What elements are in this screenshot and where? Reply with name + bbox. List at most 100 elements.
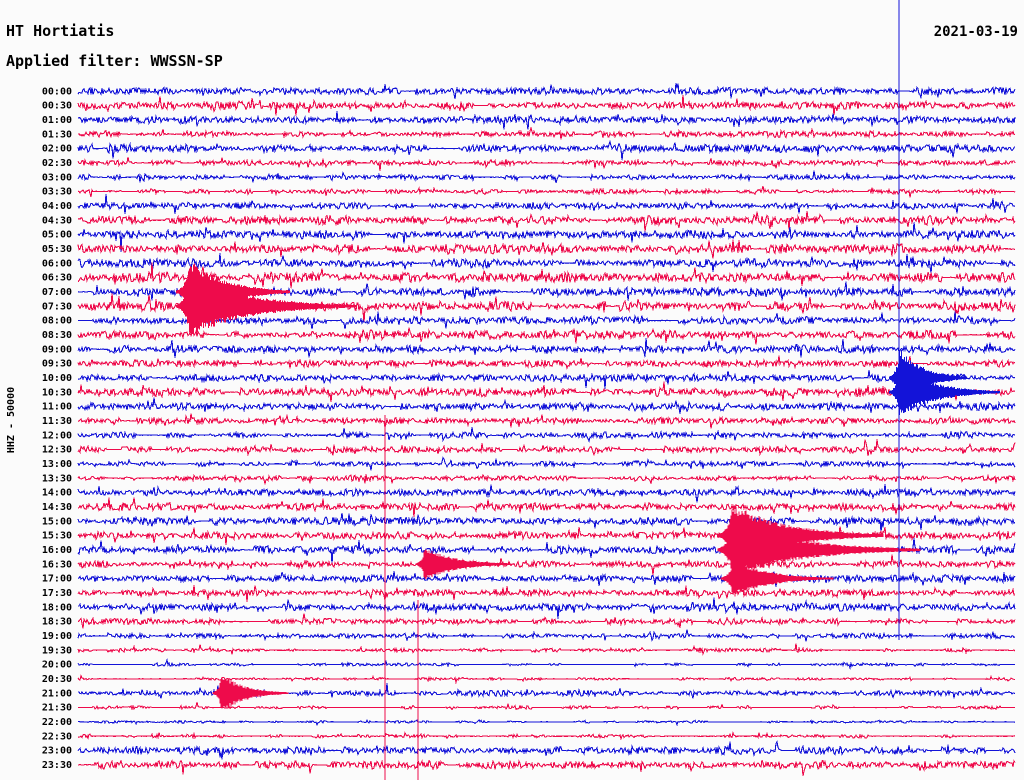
- seismic-trace-row: [77, 262, 1016, 289]
- seismic-trace-row: [77, 758, 1016, 776]
- time-tick-label: 23:00: [42, 746, 72, 757]
- time-tick-label: 21:30: [42, 703, 72, 714]
- time-tick-label: 14:30: [42, 502, 72, 513]
- time-tick-label: 11:30: [42, 416, 72, 427]
- seismic-trace-row: [77, 82, 1016, 100]
- time-tick-label: 20:00: [42, 660, 72, 671]
- time-tick-label: 01:00: [42, 115, 72, 126]
- seismic-trace-row: [77, 364, 1016, 389]
- time-tick-label: 06:00: [42, 258, 72, 269]
- seismic-trace-row: [77, 473, 1016, 486]
- seismic-event-burst: [717, 524, 921, 576]
- time-tick-label: 13:30: [42, 473, 72, 484]
- seismic-trace-row: [77, 355, 1016, 370]
- time-tick-label: 17:00: [42, 574, 72, 585]
- seismic-trace-row: [77, 554, 1016, 576]
- time-tick-label: 14:00: [42, 488, 72, 499]
- time-tick-label: 10:30: [42, 387, 72, 398]
- time-tick-label: 18:00: [42, 602, 72, 613]
- time-tick-label: 09:00: [42, 344, 72, 355]
- seismic-trace-row: [77, 157, 1016, 172]
- time-tick-label: 02:30: [42, 158, 72, 169]
- seismic-trace-row: [77, 139, 1016, 161]
- time-tick-label: 02:00: [42, 144, 72, 155]
- time-tick-label: 05:30: [42, 244, 72, 255]
- seismic-trace-row: [77, 427, 1016, 444]
- time-tick-label: 12:30: [42, 445, 72, 456]
- time-tick-label: 03:30: [42, 187, 72, 198]
- time-tick-label: 15:30: [42, 531, 72, 542]
- time-tick-label: 15:00: [42, 516, 72, 527]
- time-tick-label: 06:30: [42, 273, 72, 284]
- seismic-trace-row: [77, 222, 1016, 253]
- time-tick-label: 20:30: [42, 674, 72, 685]
- seismic-trace-row: [77, 170, 1016, 184]
- seismic-trace-row: [77, 613, 1016, 629]
- time-tick-label: 07:00: [42, 287, 72, 298]
- seismic-trace-row: [77, 253, 1016, 273]
- seismic-trace-row: [77, 337, 1016, 358]
- seismic-event-burst: [175, 276, 358, 336]
- date-label: 2021-03-19: [934, 24, 1018, 40]
- seismic-trace-row: [77, 456, 1016, 471]
- time-tick-label: 00:00: [42, 86, 72, 97]
- seismic-trace-row: [77, 126, 1016, 140]
- seismic-trace-row: [77, 327, 1016, 345]
- seismic-event-burst: [720, 560, 834, 597]
- seismic-event-burst: [888, 369, 1001, 415]
- time-tick-label: 08:30: [42, 330, 72, 341]
- time-tick-label: 22:00: [42, 717, 72, 728]
- time-tick-labels: 00:00 00:30 01:00 01:30 02:00 02:30 03:00 03:30…: [42, 86, 72, 771]
- seismic-trace-row: [78, 702, 1016, 711]
- seismic-trace-row: [77, 629, 1016, 642]
- time-tick-label: 07:30: [42, 301, 72, 312]
- seismic-trace-row: [77, 111, 1016, 130]
- seismic-trace-row: [77, 570, 1016, 587]
- time-marker-group: [384, 0, 900, 780]
- seismic-trace-row: [77, 381, 1016, 403]
- seismic-trace-row: [77, 657, 1016, 671]
- seismic-trace-row: [77, 597, 1016, 620]
- filter-label: Applied filter: WWSSN-SP: [6, 52, 223, 70]
- seismic-trace-row: [77, 522, 1016, 549]
- time-tick-label: 10:00: [42, 373, 72, 384]
- seismic-trace-row: [77, 718, 1016, 727]
- seismic-trace-row: [77, 585, 1015, 602]
- seismic-trace-row: [77, 740, 1016, 760]
- time-tick-label: 01:30: [42, 129, 72, 140]
- time-tick-label: 03:00: [42, 172, 72, 183]
- time-tick-label: 08:00: [42, 316, 72, 327]
- seismic-trace-row: [77, 211, 1016, 232]
- seismic-event-burst: [212, 677, 289, 709]
- seismic-trace-row: [77, 397, 1016, 414]
- page-title: HT Hortiatis: [6, 22, 114, 40]
- time-tick-label: 21:00: [42, 688, 72, 699]
- time-tick-label: 16:30: [42, 559, 72, 570]
- seismic-trace-row: [77, 239, 1016, 259]
- time-tick-label: 16:00: [42, 545, 72, 556]
- seismic-trace-row: [78, 311, 1016, 330]
- time-tick-label: 13:00: [42, 459, 72, 470]
- time-tick-label: 18:30: [42, 617, 72, 628]
- seismic-trace-row: [77, 497, 1016, 518]
- time-tick-label: 09:30: [42, 359, 72, 370]
- seismic-trace-row: [77, 439, 1016, 457]
- time-tick-label: 22:30: [42, 731, 72, 742]
- seismic-trace-row: [77, 94, 1016, 116]
- time-tick-label: 04:30: [42, 215, 72, 226]
- time-tick-label: 00:30: [42, 101, 72, 112]
- time-tick-label: 12:00: [42, 430, 72, 441]
- seismic-trace-row: [77, 643, 1016, 656]
- seismic-event-burst: [415, 549, 511, 579]
- time-tick-label: 04:00: [42, 201, 72, 212]
- time-tick-label: 23:30: [42, 760, 72, 771]
- seismic-trace-row: [77, 674, 1016, 685]
- time-tick-label: 19:30: [42, 645, 72, 656]
- time-tick-label: 17:30: [42, 588, 72, 599]
- seismic-trace-row: [77, 193, 1016, 214]
- seismic-trace-row: [77, 731, 1016, 741]
- time-tick-label: 19:00: [42, 631, 72, 642]
- trace-group: [77, 82, 1016, 776]
- time-tick-label: 05:00: [42, 230, 72, 241]
